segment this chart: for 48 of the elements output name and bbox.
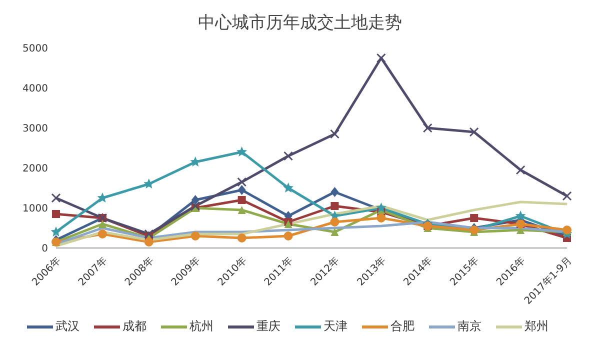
point	[284, 232, 293, 240]
legend-label: 南京	[456, 318, 482, 335]
point	[422, 123, 432, 133]
point	[190, 201, 200, 211]
point	[98, 220, 106, 228]
legend-label: 重庆	[256, 318, 280, 335]
chart-title: 中心城市历年成交土地走势	[197, 12, 403, 35]
point	[144, 178, 154, 188]
point	[284, 151, 294, 161]
point	[330, 218, 340, 226]
point	[469, 127, 479, 137]
y-tick-label: 0	[42, 244, 48, 255]
point	[562, 191, 572, 201]
point	[238, 206, 246, 214]
point	[190, 232, 200, 240]
point	[330, 228, 339, 236]
point	[330, 187, 339, 197]
point	[238, 196, 246, 204]
point	[330, 129, 340, 139]
point	[376, 214, 386, 222]
point	[98, 230, 107, 238]
point	[236, 146, 248, 156]
y-tick-label: 4000	[22, 84, 48, 95]
point	[238, 185, 246, 195]
point	[52, 210, 60, 218]
point	[516, 165, 526, 175]
point	[283, 182, 294, 192]
legend-label: 合肥	[390, 318, 414, 335]
legend-label: 杭州	[188, 318, 214, 335]
y-tick-label: 2000	[22, 164, 48, 175]
legend-label: 武汉	[54, 318, 80, 335]
y-tick-label: 5000	[22, 44, 48, 55]
y-tick-label: 1000	[22, 204, 48, 215]
point	[51, 193, 61, 203]
point	[237, 234, 246, 242]
legend-label: 天津	[322, 318, 348, 335]
point	[330, 202, 339, 210]
y-tick-label: 3000	[22, 124, 48, 135]
point	[144, 238, 154, 246]
legend-label: 成都	[122, 318, 146, 335]
point	[376, 202, 386, 212]
point	[191, 195, 200, 205]
point	[50, 226, 62, 236]
legend-label: 郑州	[524, 318, 548, 335]
point	[470, 214, 478, 222]
point	[515, 210, 526, 220]
point	[237, 177, 247, 187]
point	[376, 53, 386, 63]
